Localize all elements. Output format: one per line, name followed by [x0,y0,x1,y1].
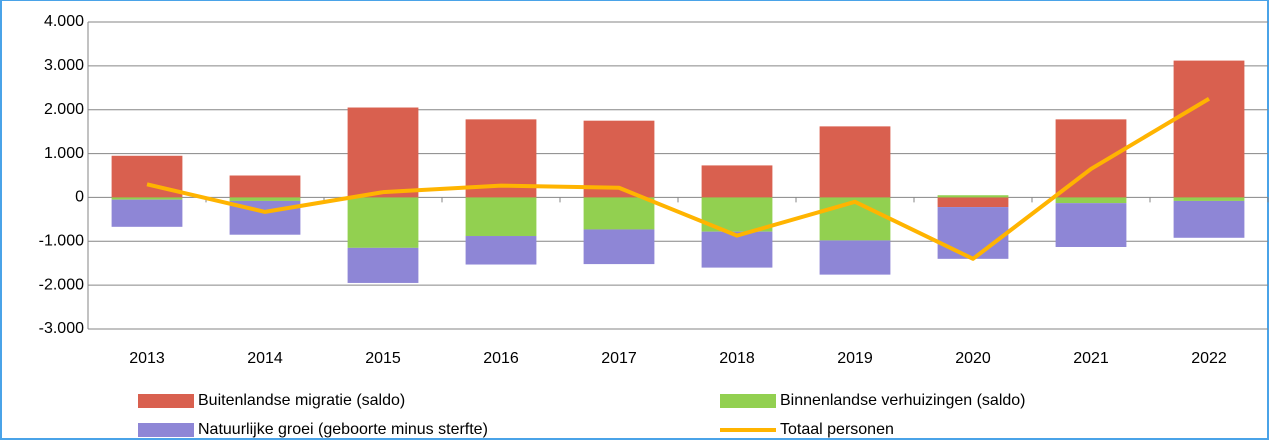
legend-swatch [138,423,194,437]
y-tick-label: -2.000 [39,276,84,293]
legend-swatch [138,394,194,408]
bar [1055,203,1127,247]
x-tick-label: 2022 [1191,350,1227,367]
y-tick-label: 2.000 [44,101,84,118]
bar [229,175,301,198]
bar [583,229,655,265]
bar [819,240,891,275]
bar [111,197,183,200]
bar [819,197,891,241]
x-tick-label: 2015 [365,350,401,367]
bar [701,165,773,198]
bar [583,197,655,230]
y-tick-label: 1.000 [44,145,84,162]
bar [111,199,183,227]
bar [937,197,1009,208]
legend-label: Totaal personen [780,421,894,438]
legend-label: Natuurlijke groei (geboorte minus sterft… [198,421,488,438]
legend-swatch [720,394,776,408]
y-tick-label: 3.000 [44,57,84,74]
x-tick-label: 2013 [129,350,165,367]
total-line [146,97,1211,261]
bar [347,107,419,198]
bar [1173,200,1245,238]
y-tick-label: -1.000 [39,233,84,250]
bar [937,207,1009,259]
legend-label: Buitenlandse migratie (saldo) [198,392,405,409]
y-tick-label: 4.000 [44,13,84,30]
bar [347,247,419,283]
bar [937,195,1009,198]
bar [229,197,301,201]
bar [701,231,773,268]
x-tick-label: 2014 [247,350,283,367]
bar [465,236,537,265]
y-tick-label: 0 [75,189,84,206]
bar [583,120,655,198]
x-tick-label: 2020 [955,350,991,367]
x-tick-label: 2021 [1073,350,1109,367]
x-tick-label: 2016 [483,350,519,367]
bar [347,197,419,248]
y-tick-label: -3.000 [39,320,84,337]
bar [1173,60,1245,198]
x-tick-label: 2018 [719,350,755,367]
bar [465,197,537,237]
x-tick-label: 2019 [837,350,873,367]
bar [819,126,891,198]
bar [1173,197,1245,201]
x-tick-label: 2017 [601,350,637,367]
bar [1055,197,1127,204]
legend-label: Binnenlandse verhuizingen (saldo) [780,392,1026,409]
